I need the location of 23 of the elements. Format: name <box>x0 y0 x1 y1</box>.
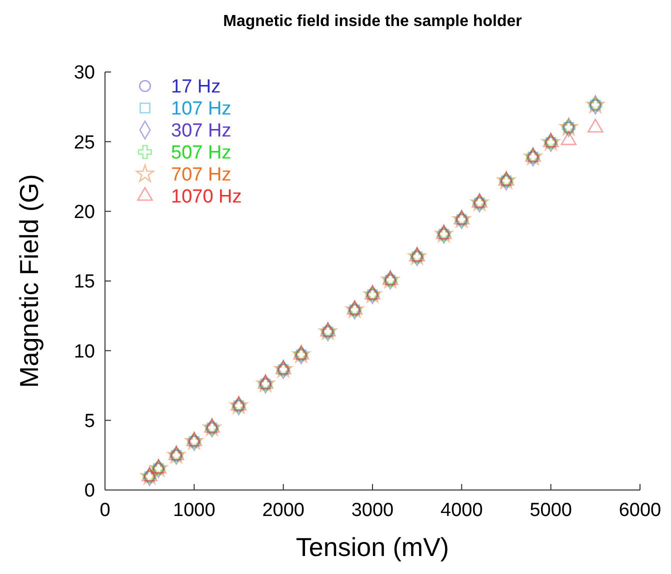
y-tick-label: 0 <box>84 480 95 502</box>
y-tick-label: 25 <box>74 132 95 154</box>
x-tick-label: 0 <box>100 500 110 521</box>
legend-label: 307 Hz <box>171 120 232 142</box>
x-axis-title: Tension (mV) <box>296 532 450 562</box>
y-tick-label: 20 <box>74 202 95 223</box>
x-tick-label: 4000 <box>440 500 483 521</box>
y-tick-label: 30 <box>74 62 95 84</box>
x-tick-label: 6000 <box>618 500 662 521</box>
chart-title: Magnetic field inside the sample holder <box>223 13 522 30</box>
x-tick-label: 5000 <box>530 500 572 521</box>
y-tick-label: 10 <box>74 341 95 362</box>
y-axis-title: Magnetic Field (G) <box>14 174 44 388</box>
x-tick-label: 3000 <box>351 500 394 521</box>
legend-label: 707 Hz <box>171 164 232 186</box>
x-tick-label: 2000 <box>262 500 304 521</box>
x-tick-label: 1000 <box>173 500 216 521</box>
legend-label: 107 Hz <box>171 98 232 120</box>
y-tick-label: 15 <box>74 272 95 293</box>
legend-label: 507 Hz <box>171 142 232 164</box>
y-tick-label: 5 <box>84 410 95 432</box>
legend-label: 17 Hz <box>171 76 221 98</box>
legend-label: 1070 Hz <box>171 186 242 208</box>
